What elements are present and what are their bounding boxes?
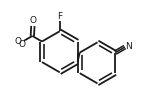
Text: O: O — [29, 16, 36, 25]
Text: N: N — [126, 42, 132, 51]
Text: F: F — [57, 12, 62, 21]
Text: O: O — [18, 40, 25, 49]
Text: O: O — [14, 37, 21, 46]
